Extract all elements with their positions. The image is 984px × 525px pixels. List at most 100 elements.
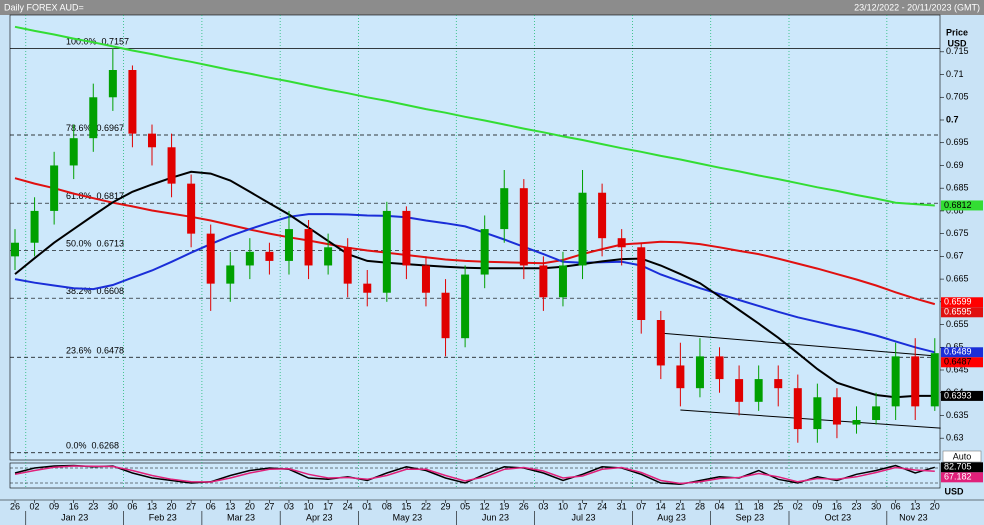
candle-body [715,356,724,380]
y-tick-label: 0.695 [946,137,969,147]
candle-body [930,353,939,407]
scale-mode[interactable]: Auto [953,451,972,461]
fib-value: 0.6713 [97,239,125,249]
candle-body [480,229,489,275]
candle-body [558,265,567,298]
fib-value: 0.6268 [92,441,120,451]
x-tick-label: 20 [167,501,177,511]
price-badge-label: 0.6393 [944,390,972,400]
fib-pct: 50.0% [66,239,92,249]
fib-pct: 78.6% [66,123,92,133]
y-tick-label: 0.715 [946,46,969,56]
candle-body [69,138,78,166]
candle-body [441,292,450,339]
x-tick-label: 10 [304,501,314,511]
x-tick-label: 18 [754,501,764,511]
x-tick-label: 22 [421,501,431,511]
x-tick-label: 12 [480,501,490,511]
x-tick-label: 27 [264,501,274,511]
y-tick-label: 0.63 [946,433,964,443]
y-tick-label: 0.67 [946,251,964,261]
candle-body [539,265,548,298]
price-badge-label: 0.6487 [944,357,972,367]
y-tick-label: 0.685 [946,183,969,193]
y-axis-unit: USD [947,38,967,48]
candle-body [167,147,176,184]
x-tick-label: 23 [852,501,862,511]
scale-mode-button[interactable] [942,450,982,463]
y-tick-label: 0.635 [946,410,969,420]
fib-value: 0.6817 [97,192,125,202]
x-tick-label: 06 [206,501,216,511]
price-badge [941,307,983,318]
trendline [660,332,935,357]
month-label: Jan 23 [61,512,88,522]
x-tick-label: 02 [793,501,803,511]
candle-body [128,70,137,134]
x-tick-label: 01 [362,501,372,511]
x-tick-label: 10 [558,501,568,511]
x-tick-label: 19 [499,501,509,511]
x-tick-label: 26 [10,501,20,511]
fib-pct: 0.0% [66,441,87,451]
candle-body [695,356,704,389]
x-tick-label: 15 [401,501,411,511]
x-tick-label: 30 [871,501,881,511]
candle-body [461,274,470,339]
month-label: May 23 [393,512,423,522]
candle-body [421,265,430,293]
x-tick-label: 20 [245,501,255,511]
fib-level-label: 23.6% 0.6478 [66,346,124,356]
x-tick-label: 30 [108,501,118,511]
price-badge [941,200,983,211]
y-axis-title: Price [946,27,968,37]
candle-body [11,242,19,257]
fib-level-label: 38.2% 0.6608 [66,287,124,297]
price-panel [9,14,941,461]
candle-body [324,247,333,266]
candle-body [774,379,783,389]
y-tick-label: 0.705 [946,92,969,102]
candle-body [656,320,665,366]
fib-value: 0.7157 [102,37,130,47]
y-tick-label: 0.7 [946,114,959,124]
candle-body [108,70,117,98]
fib-pct: 61.8% [66,192,92,202]
x-tick-label: 13 [225,501,235,511]
candle-body [343,247,352,284]
x-tick-label: 31 [617,501,627,511]
x-tick-label: 17 [578,501,588,511]
candle-body [754,379,763,402]
fib-value: 0.6608 [97,287,125,297]
trendline [680,409,941,429]
candle-body [637,247,646,320]
fib-level-label: 61.8% 0.6817 [66,192,124,202]
candle-body [872,406,881,420]
candle-body [187,183,196,234]
x-tick-label: 06 [127,501,137,511]
x-tick-label: 04 [715,501,725,511]
x-tick-label: 05 [460,501,470,511]
price-badge-label: 82.705 [944,462,972,472]
fib-pct: 38.2% [66,287,92,297]
candle-body [245,251,254,266]
x-tick-label: 11 [734,501,743,511]
price-badge-label: 0.6812 [944,200,972,210]
x-tick-label: 14 [656,501,666,511]
month-label: Jul 23 [571,512,595,522]
candle-body [813,397,822,430]
month-label: Sep 23 [736,512,765,522]
candle-body [30,210,39,243]
x-tick-label: 07 [636,501,646,511]
x-tick-label: 08 [382,501,392,511]
oscillator-unit: USD [944,486,964,496]
y-tick-label: 0.645 [946,364,969,374]
candle-body [382,210,391,293]
fib-level-label: 0.0% 0.6268 [66,441,119,451]
candle-body [363,283,372,293]
x-tick-label: 26 [519,501,529,511]
fib-pct: 23.6% [66,346,92,356]
month-label: Oct 23 [825,512,852,522]
header-bar [0,0,984,15]
